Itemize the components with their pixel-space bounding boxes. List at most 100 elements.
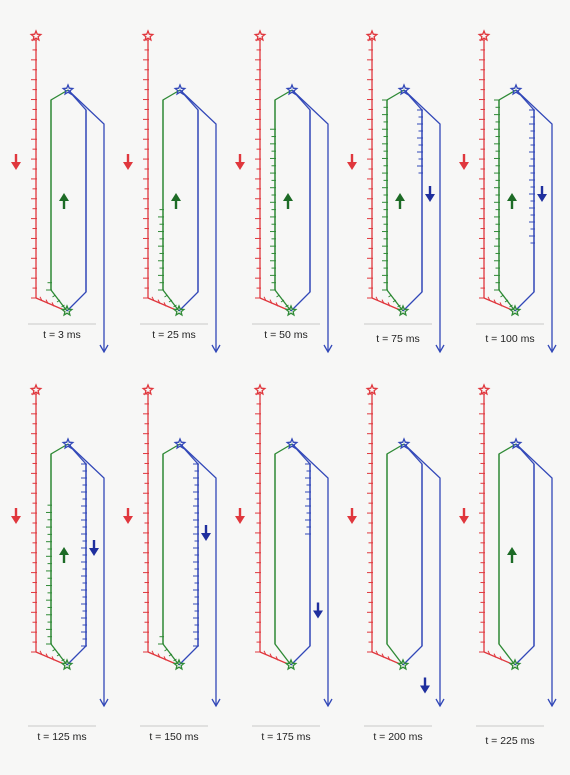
tick-mark (163, 656, 167, 661)
tick-mark (151, 296, 155, 302)
tick-mark (375, 650, 379, 656)
green-loop (386, 443, 405, 666)
blue-outer-line (403, 89, 441, 352)
blue-loop (402, 89, 423, 312)
green-loop (162, 443, 181, 666)
tick-mark (487, 296, 491, 302)
arrow-down-icon (11, 162, 21, 170)
blue-outer-line (515, 443, 553, 706)
time-label: t = 125 ms (37, 731, 86, 743)
arrow-down-icon (420, 685, 430, 694)
tick-mark (168, 653, 173, 657)
tick-mark (500, 294, 504, 298)
tick-mark (263, 296, 267, 302)
tick-mark (499, 302, 503, 307)
tick-mark (163, 302, 167, 307)
tick-mark (375, 296, 379, 302)
star-icon (253, 29, 267, 42)
panel: t = 50 ms (235, 29, 333, 354)
arrow-up-icon (507, 547, 517, 555)
panel: t = 75 ms (347, 29, 445, 354)
panels-container: t = 3 ms t = 25 ms t = 50 ms t = 75 ms t = 1… (11, 29, 557, 747)
tick-mark (487, 650, 491, 656)
blue-loop (290, 443, 311, 666)
star-icon (396, 658, 410, 671)
tick-mark (173, 304, 177, 308)
tick-mark (164, 648, 168, 652)
star-icon (60, 304, 74, 317)
panel: t = 100 ms (459, 29, 557, 354)
arrow-down-icon (537, 194, 547, 202)
tick-mark (51, 302, 55, 307)
tick-mark (157, 299, 161, 304)
blue-outer-line (515, 89, 553, 352)
tick-mark (39, 296, 43, 302)
tick-mark (392, 299, 397, 303)
tick-mark (168, 299, 173, 303)
arrow-down-icon (435, 344, 445, 354)
arrow-down-icon (211, 698, 221, 708)
arrow-down-icon (235, 516, 245, 524)
star-icon (173, 83, 187, 96)
star-icon (285, 83, 299, 96)
arrow-up-icon (395, 193, 405, 201)
star-icon (173, 437, 187, 450)
star-icon (477, 383, 491, 396)
star-icon (508, 658, 522, 671)
tick-mark (275, 656, 279, 661)
star-icon (284, 304, 298, 317)
star-icon (396, 304, 410, 317)
red-diagonal (371, 651, 401, 665)
star-icon (172, 658, 186, 671)
green-loop (274, 443, 293, 666)
time-label: t = 150 ms (149, 731, 198, 743)
tick-mark (56, 299, 61, 303)
arrow-down-icon (347, 516, 357, 524)
tick-mark (381, 653, 385, 658)
arrow-down-icon (347, 162, 357, 170)
red-diagonal (259, 297, 289, 311)
tick-mark (51, 656, 55, 661)
tick-mark (269, 299, 273, 304)
star-icon (285, 437, 299, 450)
tick-mark (45, 653, 49, 658)
arrow-down-icon (547, 344, 557, 354)
tick-mark (493, 653, 497, 658)
time-label: t = 75 ms (376, 333, 419, 345)
tick-mark (499, 656, 503, 661)
red-diagonal (483, 297, 513, 311)
tick-mark (269, 653, 273, 658)
arrow-down-icon (459, 516, 469, 524)
tick-mark (276, 294, 280, 298)
tick-mark (381, 299, 385, 304)
star-icon (61, 83, 75, 96)
star-icon (509, 83, 523, 96)
arrow-up-icon (59, 547, 69, 555)
star-icon (397, 83, 411, 96)
blue-outer-line (67, 89, 105, 352)
tick-mark (173, 658, 177, 662)
star-icon (141, 29, 155, 42)
arrow-down-icon (123, 516, 133, 524)
arrow-down-icon (425, 194, 435, 202)
panel: t = 25 ms (123, 29, 221, 354)
star-icon (29, 29, 43, 42)
star-icon (29, 383, 43, 396)
arrow-up-icon (283, 193, 293, 201)
arrow-down-icon (323, 344, 333, 354)
tick-mark (509, 304, 513, 308)
time-label: t = 200 ms (373, 731, 422, 743)
star-icon (60, 658, 74, 671)
arrow-down-icon (211, 344, 221, 354)
red-diagonal (147, 297, 177, 311)
star-icon (253, 383, 267, 396)
tick-mark (61, 304, 65, 308)
tick-mark (280, 299, 285, 303)
tick-mark (285, 304, 289, 308)
tick-mark (61, 658, 65, 662)
time-label: t = 225 ms (485, 735, 534, 747)
star-icon (508, 304, 522, 317)
blue-loop (290, 89, 311, 312)
red-diagonal (259, 651, 289, 665)
tick-mark (45, 299, 49, 304)
